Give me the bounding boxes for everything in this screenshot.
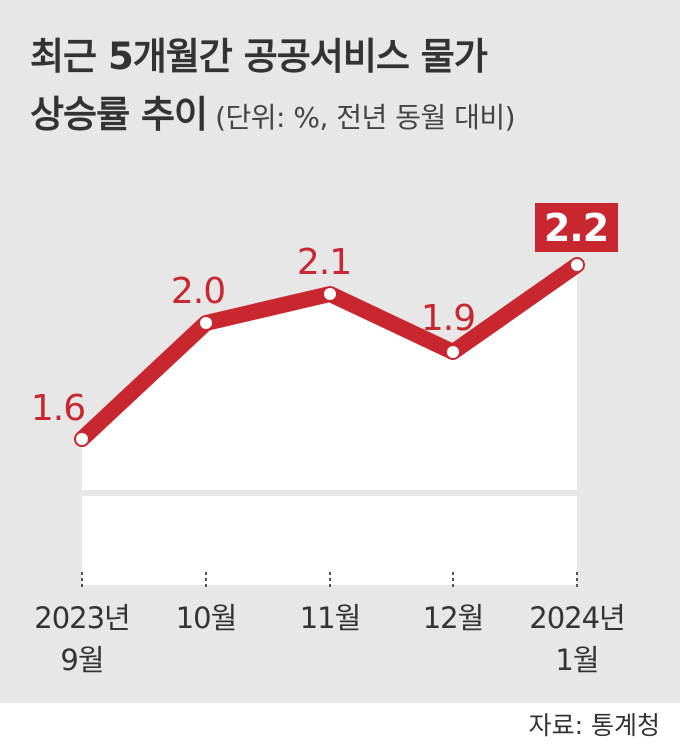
- value-label-4: 1.9: [421, 298, 475, 339]
- x-tick-label-1-line-2: 9월: [60, 643, 103, 677]
- x-tick-label-2-line-1: 10월: [176, 601, 237, 635]
- source-credit: 자료: 통계청: [528, 711, 660, 740]
- data-point-3: [324, 288, 336, 300]
- highlight-box: [535, 203, 618, 252]
- x-tick-label-5-line-2: 1월: [555, 643, 598, 677]
- value-label-1: 1.6: [31, 388, 85, 429]
- baseline-band: [82, 490, 577, 496]
- x-tick-label-5-line-1: 2024년: [529, 601, 624, 635]
- unit-note: (단위: %, 전년 동월 대비): [215, 101, 516, 134]
- value-label-3: 2.1: [297, 242, 351, 283]
- x-tick-label-1-line-1: 2023년: [34, 601, 129, 635]
- chart-title-line-1: 최근 5개월간 공공서비스 물가: [30, 26, 488, 80]
- x-tick-label-4-line-1: 12월: [423, 601, 484, 635]
- chart-title-line-2: 상승률 추이 (단위: %, 전년 동월 대비): [30, 84, 516, 138]
- title-text-1: 최근 5개월간 공공서비스 물가: [30, 35, 488, 78]
- data-point-5: [571, 259, 583, 271]
- data-point-1: [76, 433, 88, 445]
- data-point-4: [447, 346, 459, 358]
- line-chart: 1.6 2.0 2.1 1.9 2.2 2023년 9월 10월 11월 12월 2024년 1월: [31, 203, 626, 677]
- value-label-2: 2.0: [171, 271, 225, 312]
- value-label-5: 2.2: [544, 206, 608, 250]
- area-fill: [82, 265, 577, 585]
- x-tick-label-3-line-1: 11월: [300, 601, 361, 635]
- data-point-2: [200, 317, 212, 329]
- title-text-2: 상승률 추이: [30, 93, 208, 136]
